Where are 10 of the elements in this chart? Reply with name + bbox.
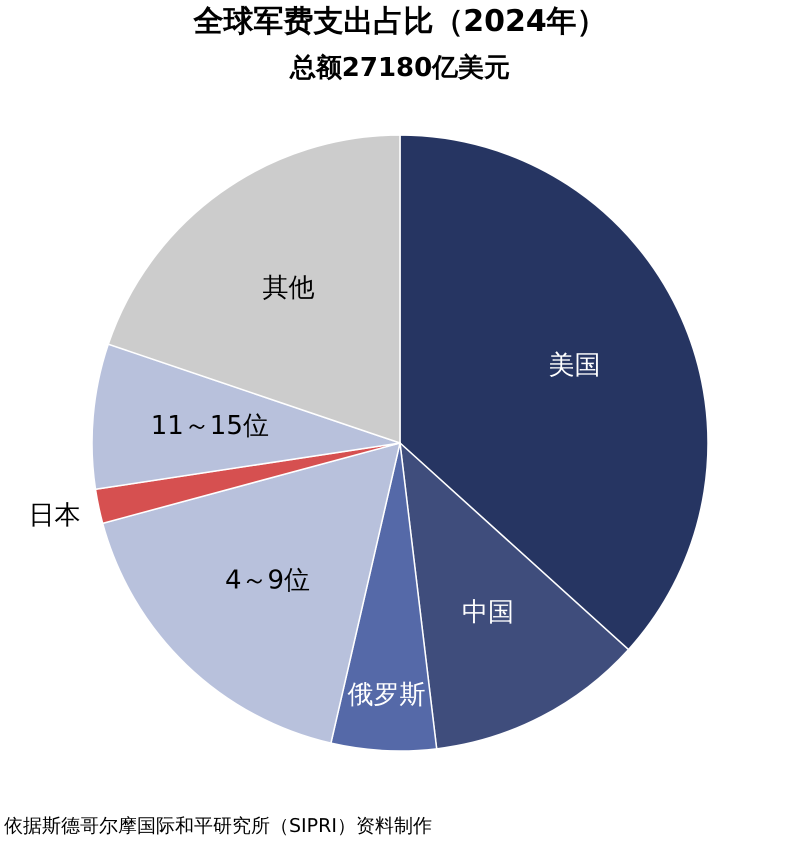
slice-label: 俄罗斯	[348, 680, 426, 710]
slice-label: 4～9位	[224, 566, 310, 596]
slice-label: 中国	[462, 598, 514, 628]
chart-title: 全球军费支出占比（2024年）	[192, 4, 607, 39]
chart-subtitle: 总额27180亿美元	[288, 53, 510, 83]
slice-label: 日本	[28, 500, 81, 531]
slice-label: 美国	[548, 350, 601, 381]
slice-label: 11～15位	[150, 411, 269, 442]
text: 依据斯德哥尔摩国际和平研究所（SIPRI）资料制作	[4, 815, 432, 837]
slice-label: 其他	[262, 272, 315, 303]
